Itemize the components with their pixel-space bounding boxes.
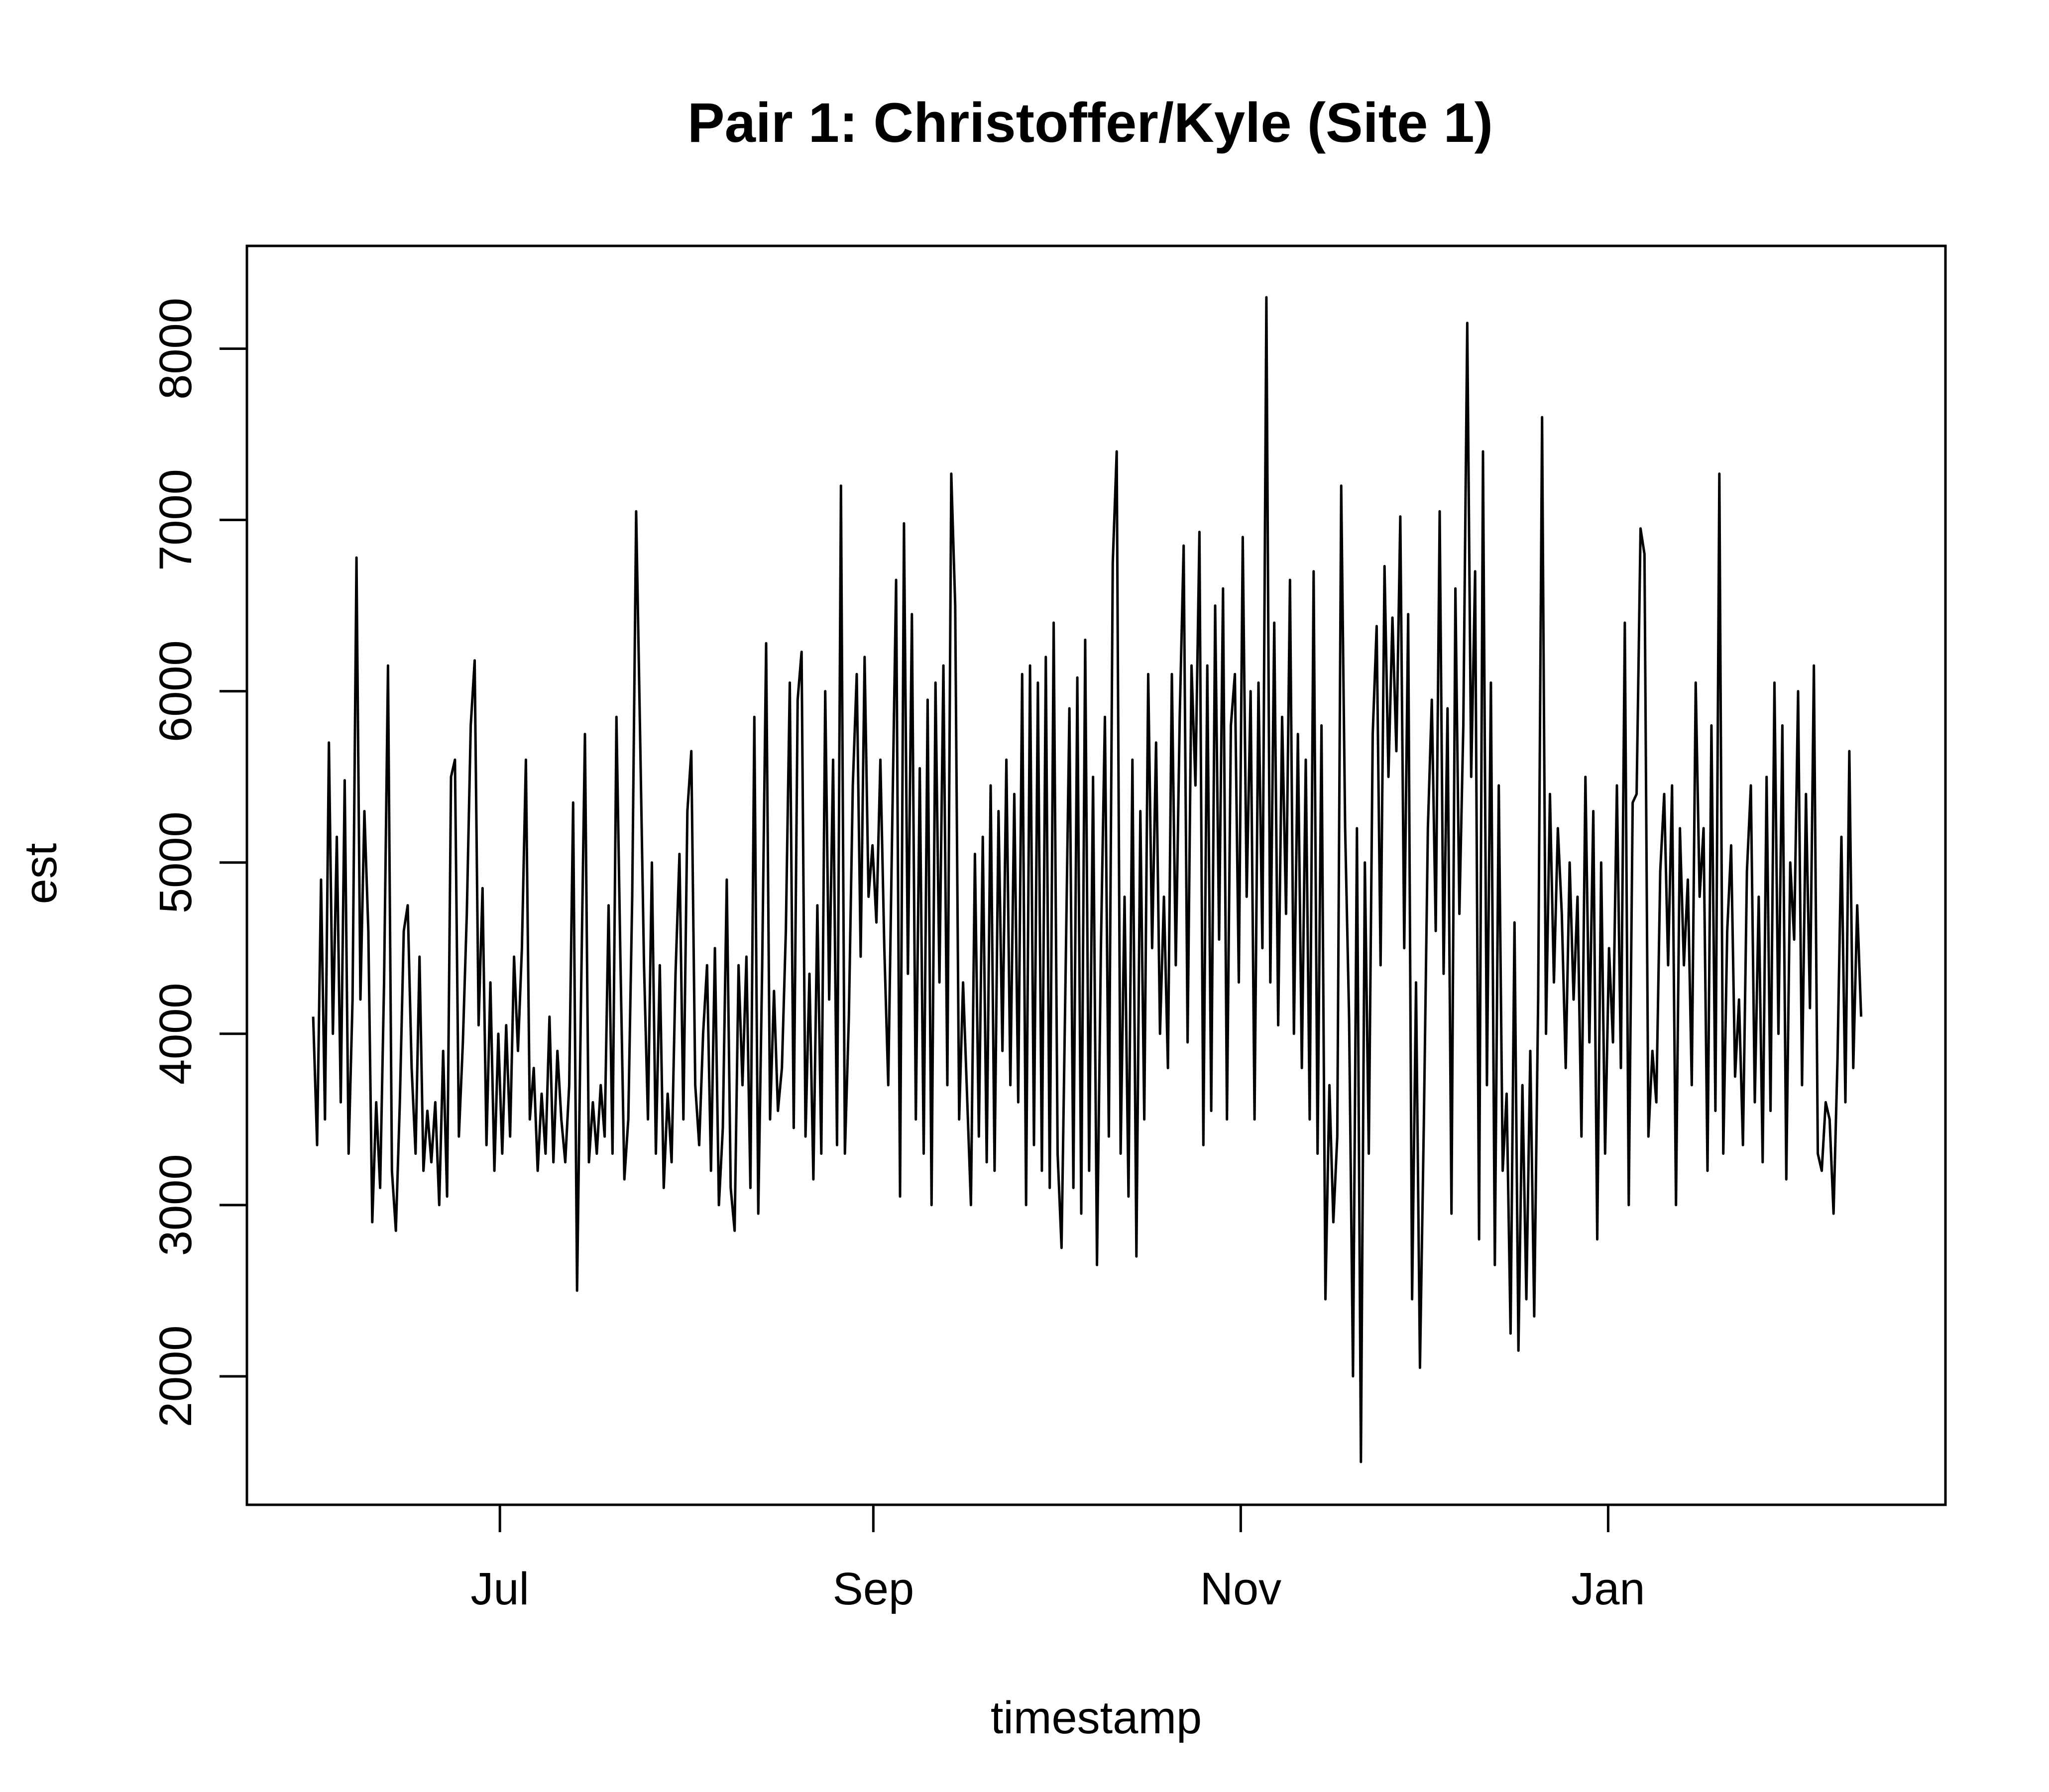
x-tick-label: Jul bbox=[470, 1564, 529, 1614]
y-tick-label: 2000 bbox=[150, 1326, 201, 1428]
x-tick-label: Sep bbox=[832, 1564, 914, 1614]
y-axis-label: est bbox=[15, 843, 66, 904]
y-axis: 2000 3000 4000 5000 6000 7000 8000 bbox=[150, 298, 248, 1428]
y-tick-label: 7000 bbox=[150, 469, 201, 571]
plot-area-border bbox=[245, 244, 1947, 1506]
y-tick-label: 3000 bbox=[150, 1154, 201, 1256]
series-layer bbox=[312, 296, 1863, 1463]
x-axis-label: timestamp bbox=[991, 1692, 1202, 1743]
series-line bbox=[312, 296, 1863, 1463]
chart-title: Pair 1: Christoffer/Kyle (Site 1) bbox=[687, 92, 1493, 154]
y-tick-label: 4000 bbox=[150, 983, 201, 1085]
y-tick-label: 5000 bbox=[150, 811, 201, 913]
x-tick-label: Nov bbox=[1200, 1564, 1282, 1614]
y-tick-label: 6000 bbox=[150, 640, 201, 742]
x-tick-label: Jan bbox=[1571, 1564, 1645, 1614]
y-tick-label: 8000 bbox=[150, 298, 201, 400]
x-axis: Jul Sep Nov Jan bbox=[470, 1503, 1645, 1614]
